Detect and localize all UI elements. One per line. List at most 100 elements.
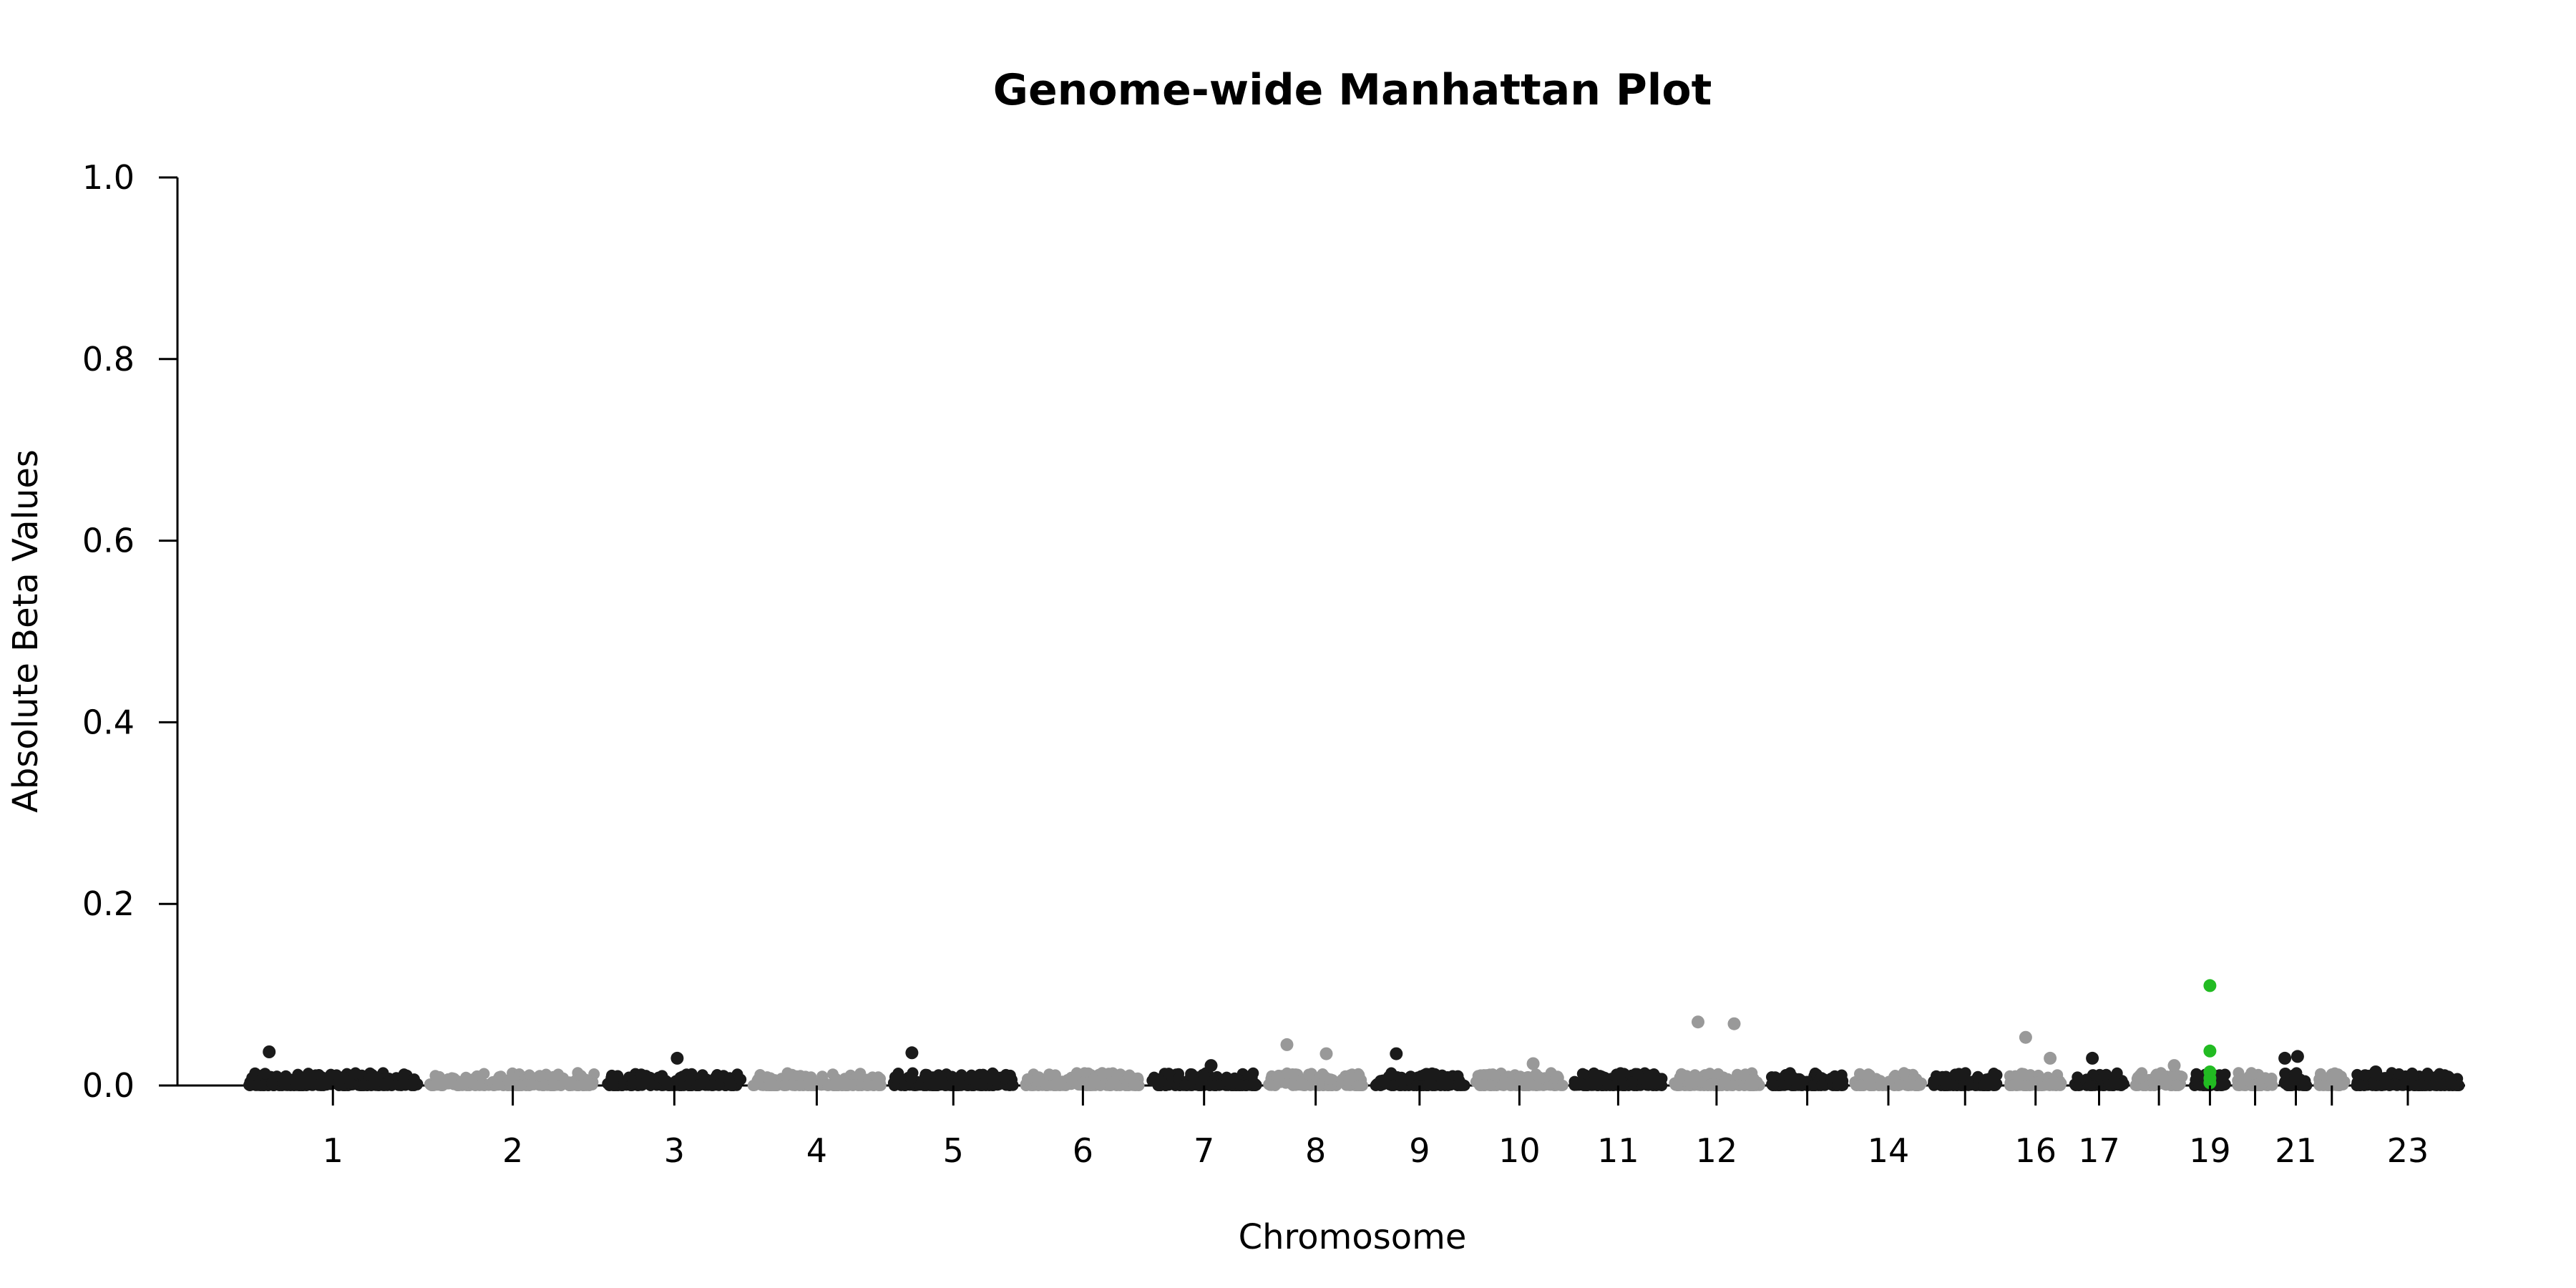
data-point [398,1068,410,1080]
data-point [2318,1079,2331,1091]
data-point [492,1079,504,1091]
data-point [1745,1074,1757,1085]
data-point [1234,1080,1246,1091]
x-tick-label: 10 [1498,1131,1541,1170]
data-point [406,1080,418,1091]
data-point [1425,1077,1437,1089]
notable-point [1727,1017,1741,1030]
data-point [2018,1080,2030,1091]
data-point [1880,1079,1892,1091]
notable-point [263,1045,276,1058]
data-point [563,1076,575,1088]
data-point [1163,1068,1175,1080]
data-point [1263,1078,1275,1091]
data-point [1476,1070,1488,1083]
y-tick-label: 0.2 [82,884,135,923]
x-tick-label: 23 [2387,1131,2429,1170]
data-point [2421,1070,2434,1082]
data-point [1903,1078,1915,1090]
data-point [905,1073,917,1085]
data-point [1912,1080,1924,1091]
data-point [1894,1079,1906,1091]
data-point [1343,1074,1355,1086]
highlight-point [2203,979,2217,992]
data-point [1043,1068,1055,1080]
data-point [358,1078,369,1091]
data-point [1604,1079,1616,1091]
data-point [2351,1079,2363,1091]
data-point [1775,1079,1787,1091]
data-point [844,1079,857,1091]
data-point [2135,1073,2146,1084]
data-point [947,1079,960,1091]
data-point [453,1079,465,1091]
data-point [976,1078,988,1091]
data-point [245,1079,256,1091]
data-point [266,1078,278,1090]
x-tick-label: 17 [2078,1131,2120,1170]
data-point [2383,1079,2395,1091]
data-point [2191,1070,2203,1083]
data-point [2399,1078,2411,1090]
data-point [1702,1079,1714,1091]
data-point [2084,1080,2096,1091]
data-point [1422,1068,1434,1080]
data-point [1378,1075,1390,1088]
data-point [1626,1076,1639,1088]
x-tick-label: 3 [664,1131,685,1170]
data-point [291,1078,303,1091]
data-point [2266,1079,2278,1091]
x-tick-label: 7 [1194,1131,1214,1170]
data-point [552,1068,565,1080]
data-point [2285,1079,2296,1091]
notable-point [1692,1015,1704,1029]
notable-point [1280,1038,1294,1051]
data-point [2049,1077,2062,1089]
data-point [1981,1078,1993,1091]
x-tick-label: 19 [2189,1131,2231,1170]
data-point [643,1073,655,1085]
data-point [822,1080,834,1091]
data-point [752,1074,764,1086]
data-point [723,1073,735,1085]
data-point [1179,1079,1191,1091]
data-point [2406,1068,2419,1080]
data-point [371,1071,383,1083]
data-point [939,1079,951,1091]
data-point [2150,1068,2162,1080]
notable-point [2019,1030,2032,1044]
highlight-point [2203,1076,2217,1090]
x-tick-label: 4 [806,1131,827,1170]
data-point [1573,1077,1585,1089]
data-point [2103,1079,2115,1091]
data-point [1096,1067,1108,1079]
data-point [1204,1079,1216,1091]
x-tick-label: 2 [502,1131,523,1170]
data-point [989,1075,1001,1086]
notable-point [2044,1051,2057,1065]
data-point [691,1079,703,1091]
data-point [782,1068,794,1080]
data-point [259,1068,271,1080]
notable-point [2086,1051,2099,1065]
data-point [2413,1079,2425,1091]
data-point [1674,1071,1686,1083]
data-point [1440,1079,1453,1091]
data-point [1094,1080,1106,1091]
data-point [2296,1075,2308,1088]
data-point [2326,1070,2338,1083]
data-point [1898,1067,1910,1079]
data-point [1452,1070,1464,1082]
data-point [1797,1078,1809,1090]
data-point [343,1075,355,1087]
y-tick-label: 0.4 [82,703,135,741]
data-point [2158,1078,2170,1091]
data-point [2368,1079,2380,1091]
y-tick-label: 0.6 [82,522,135,560]
data-point [1317,1068,1329,1080]
data-point [322,1076,334,1088]
data-point [333,1080,345,1091]
data-point [1830,1072,1843,1084]
highlight-point [2203,1044,2217,1058]
